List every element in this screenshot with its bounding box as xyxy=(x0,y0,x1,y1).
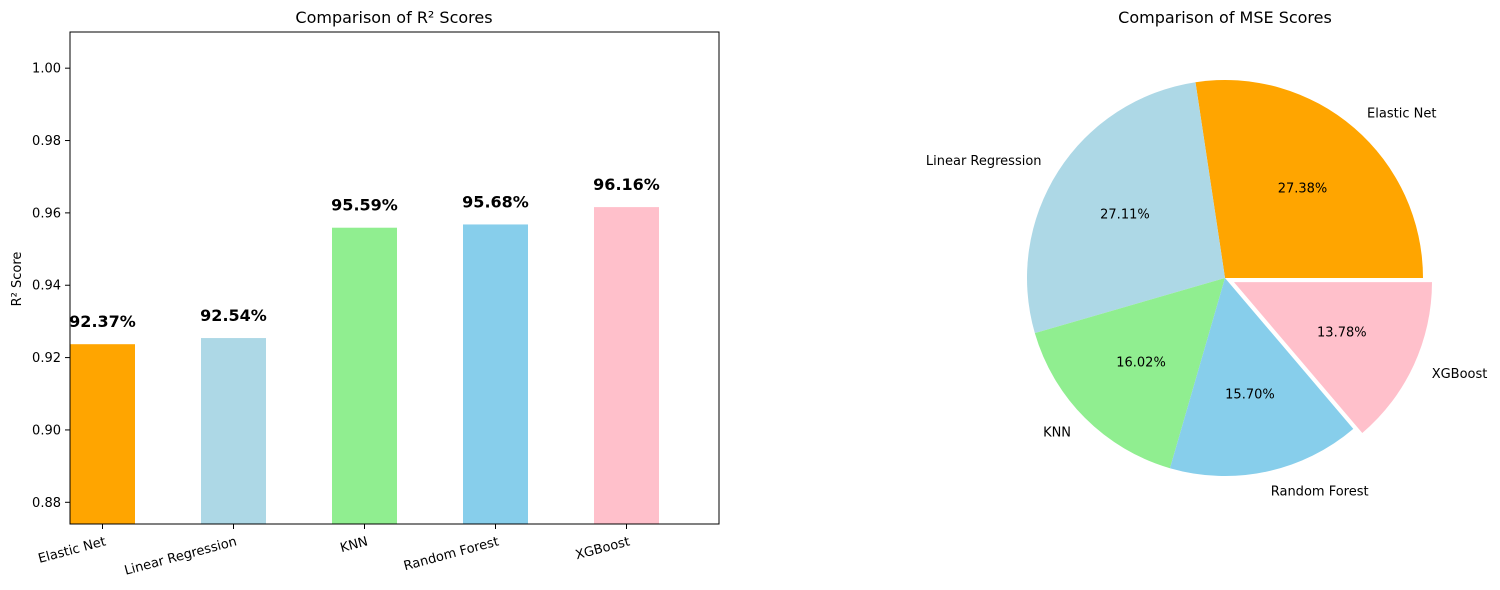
x-tick-label-0: Elastic Net xyxy=(37,534,108,566)
pie-category-label-0: Elastic Net xyxy=(1367,106,1436,121)
pie-chart-title: Comparison of MSE Scores xyxy=(1118,8,1332,27)
pie-labels: 27.38% Elastic Net 27.11% Linear Regression… xyxy=(926,106,1487,499)
y-tick-label-3: 0.94 xyxy=(32,279,61,294)
r2-bar-chart: Comparison of R² Scores R² Score 92.37% 9… xyxy=(10,8,720,579)
pie-wedge-4 xyxy=(1233,282,1432,433)
bar-1 xyxy=(201,338,266,524)
pie-wedge-2 xyxy=(1034,278,1225,469)
bar-value-label-3: 95.68% xyxy=(462,192,529,211)
bar-3 xyxy=(463,224,528,525)
bar-chart-y-axis-label: R² Score xyxy=(10,252,25,307)
pie-category-label-2: KNN xyxy=(1043,426,1071,441)
y-tick-label-2: 0.92 xyxy=(32,351,61,366)
bar-2 xyxy=(332,227,397,524)
x-tick-label-1: Linear Regression xyxy=(123,534,239,578)
pie-pct-label-4: 13.78% xyxy=(1317,325,1367,340)
bar-0 xyxy=(70,344,135,524)
y-tick-label-1: 0.90 xyxy=(32,423,61,438)
pie-wedge-0 xyxy=(1195,79,1423,279)
bar-y-ticks: 0.88 0.90 0.92 0.94 0.96 0.98 1.00 xyxy=(32,62,70,511)
pie-wedge-1 xyxy=(1026,82,1225,334)
bar-4 xyxy=(594,207,659,524)
bar-value-label-4: 96.16% xyxy=(593,175,660,194)
x-tick-label-3: Random Forest xyxy=(402,534,500,574)
y-tick-label-0: 0.88 xyxy=(32,496,61,511)
bar-chart-title: Comparison of R² Scores xyxy=(295,8,492,27)
bar-plot-frame xyxy=(69,31,720,525)
bar-x-ticks: Elastic Net Linear Regression KNN Random Fo… xyxy=(37,524,632,579)
pie-pct-label-3: 15.70% xyxy=(1225,388,1275,403)
x-tick-label-2: KNN xyxy=(339,534,370,556)
bar-value-label-0: 92.37% xyxy=(69,312,136,331)
bar-value-label-2: 95.59% xyxy=(331,196,398,215)
pie-category-label-3: Random Forest xyxy=(1271,484,1369,499)
bar-value-label-1: 92.54% xyxy=(200,306,267,325)
x-tick-label-4: XGBoost xyxy=(574,534,632,563)
y-tick-label-6: 1.00 xyxy=(32,62,61,77)
pie-category-label-4: XGBoost xyxy=(1432,367,1488,382)
pie-pct-label-0: 27.38% xyxy=(1278,181,1328,196)
pie-wedge-3 xyxy=(1169,278,1354,477)
y-tick-label-5: 0.98 xyxy=(32,134,61,149)
mse-pie-chart: Comparison of MSE Scores 27.38% Elastic N… xyxy=(926,8,1487,499)
pie-category-label-1: Linear Regression xyxy=(926,154,1042,169)
pie-pct-label-2: 16.02% xyxy=(1116,356,1166,371)
pie-pct-label-1: 27.11% xyxy=(1100,207,1150,222)
bar-marks: 92.37% 92.54% 95.59% 95.68% 96.16% xyxy=(69,175,660,525)
y-tick-label-4: 0.96 xyxy=(32,206,61,221)
pie-wedges xyxy=(1026,79,1432,477)
